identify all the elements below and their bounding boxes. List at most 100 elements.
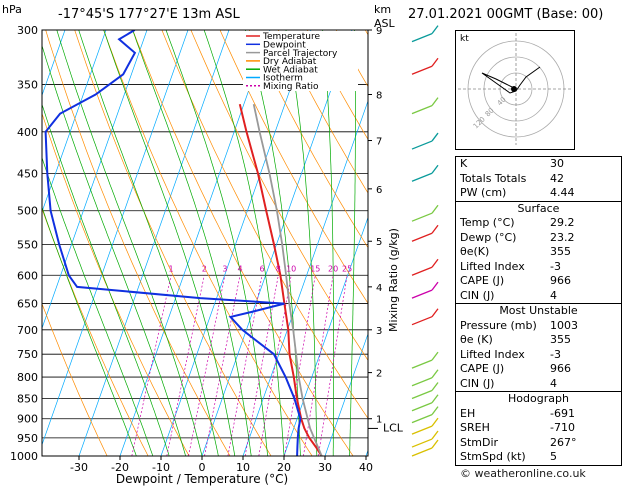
wind-barb-flag bbox=[431, 224, 439, 234]
wind-barb bbox=[411, 289, 433, 299]
dry-adiabat-line bbox=[248, 30, 368, 249]
mu-cin-value: 4 bbox=[550, 376, 557, 390]
wind-barb bbox=[411, 438, 433, 448]
wind-barb-flag bbox=[431, 351, 439, 361]
hodograph-trace bbox=[481, 66, 541, 94]
mixing-ratio-label: 20 bbox=[328, 264, 338, 273]
isotherm-line bbox=[42, 30, 189, 446]
km-tick-label: 2 bbox=[376, 369, 382, 380]
index-pw-value: 4.44 bbox=[550, 186, 575, 199]
legend-entry: Isotherm bbox=[263, 74, 303, 84]
surface-temp-label: Temp (°C) bbox=[460, 216, 515, 229]
pressure-tick-label: 1000 bbox=[10, 450, 38, 463]
wind-barb bbox=[411, 140, 433, 150]
wind-barb bbox=[411, 425, 433, 435]
mixing-ratio-axis-label: Mixing Ratio (g/kg) bbox=[387, 228, 400, 332]
mu-li-value: -3 bbox=[550, 347, 561, 361]
stmdir-value: 267° bbox=[550, 435, 577, 449]
mu-thetae-value: 355 bbox=[550, 333, 571, 346]
hodograph-plot: kt 120 80 40 bbox=[455, 30, 575, 150]
index-k-value: 30 bbox=[550, 157, 564, 170]
dry-adiabat-line bbox=[190, 30, 368, 361]
temperature-tick-label: -20 bbox=[111, 461, 129, 474]
wind-barb bbox=[411, 414, 433, 424]
asl-label: ASL bbox=[374, 17, 395, 30]
surface-thetae-label: θe(K) bbox=[460, 245, 490, 258]
wet-adiabat-line bbox=[165, 30, 268, 456]
wind-barb bbox=[411, 266, 433, 276]
surface-dewp-value: 23.2 bbox=[550, 230, 575, 244]
mu-li-label: Lifted Index bbox=[460, 347, 525, 361]
surface-li-value: -3 bbox=[550, 259, 561, 273]
temperature-tick-label: -10 bbox=[152, 461, 170, 474]
hodograph-ring-label-80: 80 bbox=[484, 106, 496, 118]
hodograph-ring-label-120: 120 bbox=[472, 115, 487, 130]
wind-barb-flag bbox=[431, 258, 439, 268]
wind-barb bbox=[411, 105, 433, 115]
wind-barb bbox=[411, 212, 433, 222]
datetime-label: 27.01.2021 00GMT (Base: 00) bbox=[408, 7, 604, 22]
temperature-tick-label: 20 bbox=[277, 461, 291, 474]
eh-value: -691 bbox=[550, 406, 575, 420]
surface-cin-value: 4 bbox=[550, 288, 557, 302]
wind-barb bbox=[411, 316, 433, 326]
wind-barb-flag bbox=[431, 25, 439, 34]
legend-entry: Wet Adiabat bbox=[263, 65, 318, 75]
most-unstable-section: Most Unstable Pressure (mb) 1003 θe (K) 35… bbox=[456, 303, 621, 391]
temperature-tick-label: 30 bbox=[318, 461, 332, 474]
mixing-ratio-line bbox=[317, 275, 348, 456]
legend-entry: Mixing Ratio bbox=[263, 82, 319, 92]
mixing-ratio-line bbox=[244, 275, 279, 456]
km-label: km bbox=[374, 3, 392, 16]
mixing-ratio-line bbox=[204, 275, 241, 456]
pressure-tick-label: 950 bbox=[17, 432, 38, 445]
wind-barb-flag bbox=[431, 430, 439, 440]
wet-adiabat-line bbox=[42, 103, 170, 456]
hodograph-section: Hodograph EH -691 SREH -710 StmDir 267° Stm… bbox=[456, 391, 621, 465]
temperature-tick-label: 10 bbox=[236, 461, 250, 474]
mixing-ratio-label: 10 bbox=[286, 264, 296, 273]
x-axis-label: Dewpoint / Temperature (°C) bbox=[116, 472, 288, 486]
isotherm-line bbox=[42, 30, 107, 213]
eh-label: EH bbox=[460, 406, 476, 420]
pressure-tick-label: 450 bbox=[17, 168, 38, 181]
km-tick-label: 5 bbox=[376, 237, 382, 248]
mixing-ratio-label: 6 bbox=[259, 264, 264, 273]
mixing-ratio-label: 4 bbox=[237, 264, 242, 273]
wind-barb-flag bbox=[431, 369, 439, 379]
footer-credit[interactable]: © weatheronline.co.uk bbox=[460, 467, 586, 480]
surface-dewp-label: Dewp (°C) bbox=[460, 230, 517, 244]
legend-entry: Temperature bbox=[262, 32, 320, 42]
location-title: -17°45'S 177°27'E 13m ASL bbox=[58, 7, 240, 22]
legend-entry: Dry Adiabat bbox=[263, 57, 317, 67]
dewpoint-line bbox=[44, 30, 302, 456]
dry-adiabat-line bbox=[45, 30, 231, 456]
index-tt-label: Totals Totals bbox=[460, 171, 527, 185]
mu-cape-value: 966 bbox=[550, 362, 571, 375]
surface-cape-value: 966 bbox=[550, 274, 571, 287]
stmspd-value: 5 bbox=[550, 450, 557, 463]
wind-barb bbox=[411, 172, 433, 182]
index-k-label: K bbox=[460, 157, 468, 170]
index-pw-label: PW (cm) bbox=[460, 186, 507, 199]
wind-barbs bbox=[411, 25, 439, 457]
lcl-label: LCL bbox=[383, 421, 404, 434]
mixing-ratio-line bbox=[188, 275, 226, 456]
mixing-ratio-line bbox=[284, 275, 316, 456]
wet-adiabat-line bbox=[42, 156, 154, 456]
wet-adiabat-line bbox=[103, 30, 236, 456]
wind-barb bbox=[411, 447, 433, 457]
km-tick-label: 8 bbox=[376, 91, 382, 102]
pressure-tick-label: 400 bbox=[17, 126, 38, 139]
pressure-tick-label: 900 bbox=[17, 413, 38, 426]
wet-adiabat-line bbox=[285, 30, 318, 456]
legend-background bbox=[243, 31, 358, 91]
indices-table: K 30 Totals Totals 42 PW (cm) 4.44 Surface … bbox=[455, 156, 622, 466]
hodograph-storm-motion bbox=[511, 86, 517, 92]
dry-adiabat-line bbox=[219, 30, 368, 304]
wind-barb bbox=[411, 65, 433, 75]
isotherm-line bbox=[324, 332, 368, 456]
km-tick-label: 1 bbox=[376, 415, 382, 426]
pressure-tick-label: 550 bbox=[17, 239, 38, 252]
mixing-ratio-line bbox=[166, 275, 205, 456]
